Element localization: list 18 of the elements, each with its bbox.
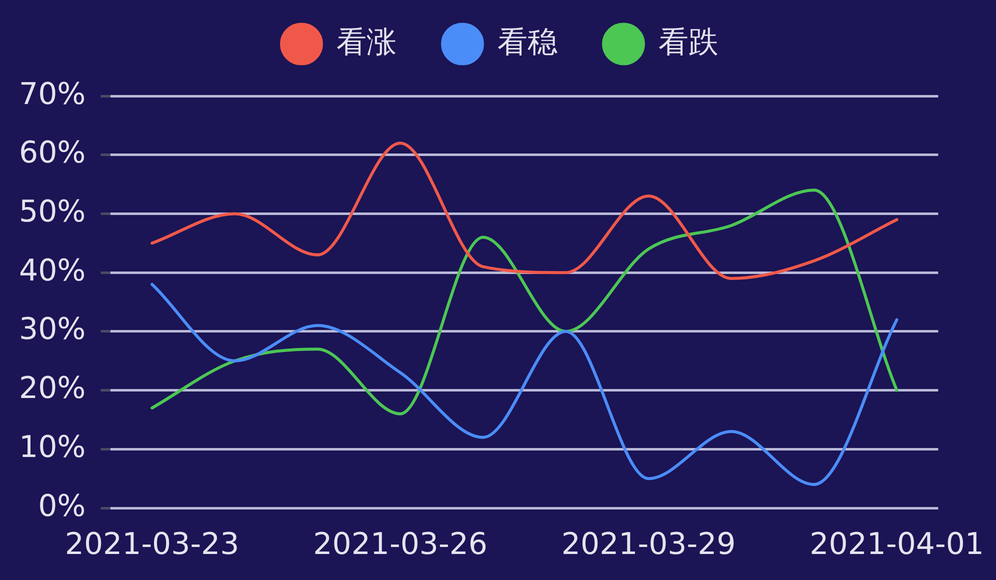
legend-label: 看涨 (336, 24, 396, 60)
y-tick-label: 20% (18, 371, 86, 406)
line-series (150, 188, 898, 416)
line-series (150, 142, 898, 280)
y-tick-label: 50% (18, 194, 86, 230)
y-tick-label: 0% (38, 488, 86, 524)
x-tick-label: 2021-03-23 (64, 526, 240, 562)
y-tick-label: 70% (18, 76, 86, 112)
x-tick-label: 2021-03-29 (561, 526, 736, 562)
y-tick-label: 30% (18, 312, 86, 348)
y-tick-label: 10% (18, 430, 86, 465)
legend-label: 看跌 (658, 24, 718, 60)
line-series (150, 282, 898, 486)
x-tick-label: 2021-04-01 (810, 526, 984, 562)
y-tick-label: 60% (18, 136, 86, 171)
y-tick-label: 40% (18, 253, 86, 288)
x-tick-label: 2021-03-26 (313, 526, 488, 562)
legend-label: 看稳 (498, 24, 558, 60)
